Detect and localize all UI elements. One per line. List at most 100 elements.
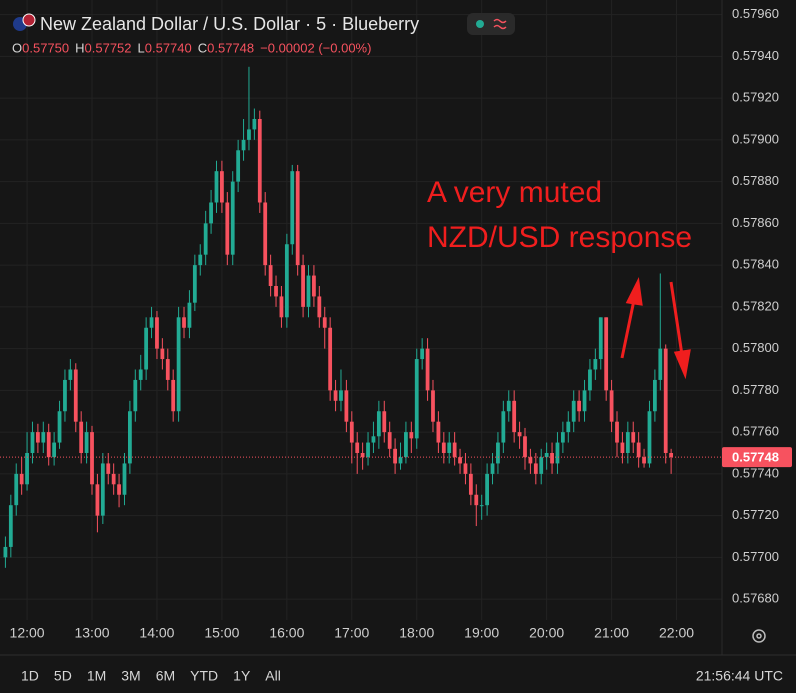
grid [0,0,722,620]
x-tick-label: 18:00 [399,625,434,641]
x-tick-label: 12:00 [10,625,45,641]
legend-value: 0.57750 [22,40,69,55]
range-button[interactable]: 1D [21,668,39,684]
range-button[interactable]: 1M [87,668,106,684]
market-icon [493,18,507,30]
range-button[interactable]: YTD [190,668,218,684]
y-tick-label: 0.57840 [732,257,779,272]
candle-body [436,421,441,443]
candle-body [496,442,500,464]
candle-body [647,411,652,464]
candle-body [598,317,603,360]
arrow-head [673,349,691,380]
candle-body [631,432,636,443]
range-button[interactable]: 6M [156,668,175,684]
candle-body [474,494,479,506]
candle-body [620,442,625,453]
settings-icon[interactable] [752,629,766,643]
candle-body [566,421,571,433]
candle-body [539,457,544,474]
range-button[interactable]: 3M [121,668,140,684]
candle-body [220,171,224,203]
range-button[interactable]: 5D [54,668,72,684]
candle-body [398,457,403,464]
candle-body [528,457,533,464]
candle-body [669,452,674,458]
candle-body [111,473,116,485]
candle-body [387,432,392,449]
candle-body [279,296,284,318]
candle-body [95,484,100,516]
candle-body [393,448,397,464]
y-tick-label: 0.57940 [732,48,779,63]
candle-body [652,379,657,412]
gear-outer[interactable] [752,629,766,643]
candle-body [155,317,159,349]
candle-body [3,546,8,558]
y-tick-label: 0.57820 [732,298,779,313]
legend-value: 0.57752 [85,40,132,55]
candle-body [409,432,414,439]
x-tick-label: 15:00 [204,625,239,641]
candle-body [106,463,111,474]
gear-inner[interactable] [756,633,762,639]
candle-body [404,432,408,458]
candle-body [182,317,186,328]
candle-body [52,442,57,458]
candle-body [247,129,251,140]
candle-body [355,442,360,453]
candle-body [8,505,13,547]
y-tick-label: 0.57680 [732,591,779,606]
candle-body [14,473,19,506]
candle-body [420,348,425,360]
candle-body [149,317,154,328]
y-tick-label: 0.57760 [732,424,779,439]
candle-body [425,348,430,391]
candle-body [322,317,327,328]
candle-body [165,359,170,380]
candle-body [501,411,506,443]
x-tick-label: 21:00 [594,625,629,641]
candle-body [312,275,316,297]
candle-body [90,432,94,485]
x-tick-label: 22:00 [659,625,694,641]
chart-title: New Zealand Dollar / U.S. Dollar · 5 · B… [40,14,419,34]
candle-body [663,348,668,453]
candle-body [122,463,127,495]
candle-body [306,275,311,307]
candle-body [604,317,609,391]
range-button[interactable]: 1Y [233,668,251,684]
candle-body [160,348,165,360]
candle-body [376,411,381,437]
candle-body [625,432,630,453]
indicator-buttons[interactable] [467,13,515,35]
status-dot [476,20,484,28]
candle-body [533,463,538,474]
arrow-head [625,276,643,306]
candle-body [349,421,354,443]
candle-body [263,202,268,266]
candle-body [252,118,257,130]
candle-body [544,452,549,458]
y-tick-label: 0.57920 [732,90,779,105]
y-tick-label: 0.57720 [732,507,779,522]
candle-body [642,457,646,464]
candle-body [636,442,641,458]
candle-body [230,181,235,255]
last-price-box [722,447,792,468]
legend-key: O [12,40,22,55]
x-tick-label: 16:00 [269,625,304,641]
candle-body [371,436,376,443]
candle-body [19,473,24,485]
range-button[interactable]: All [265,668,281,684]
candle-body [41,432,46,443]
candle-body [301,265,305,307]
candle-body [366,442,370,458]
arrow-down [669,281,684,356]
y-tick-label: 0.57700 [732,549,779,564]
candle-body [25,452,29,485]
candle-body [138,369,143,380]
candle-body [523,436,527,458]
candle-body [295,171,300,266]
